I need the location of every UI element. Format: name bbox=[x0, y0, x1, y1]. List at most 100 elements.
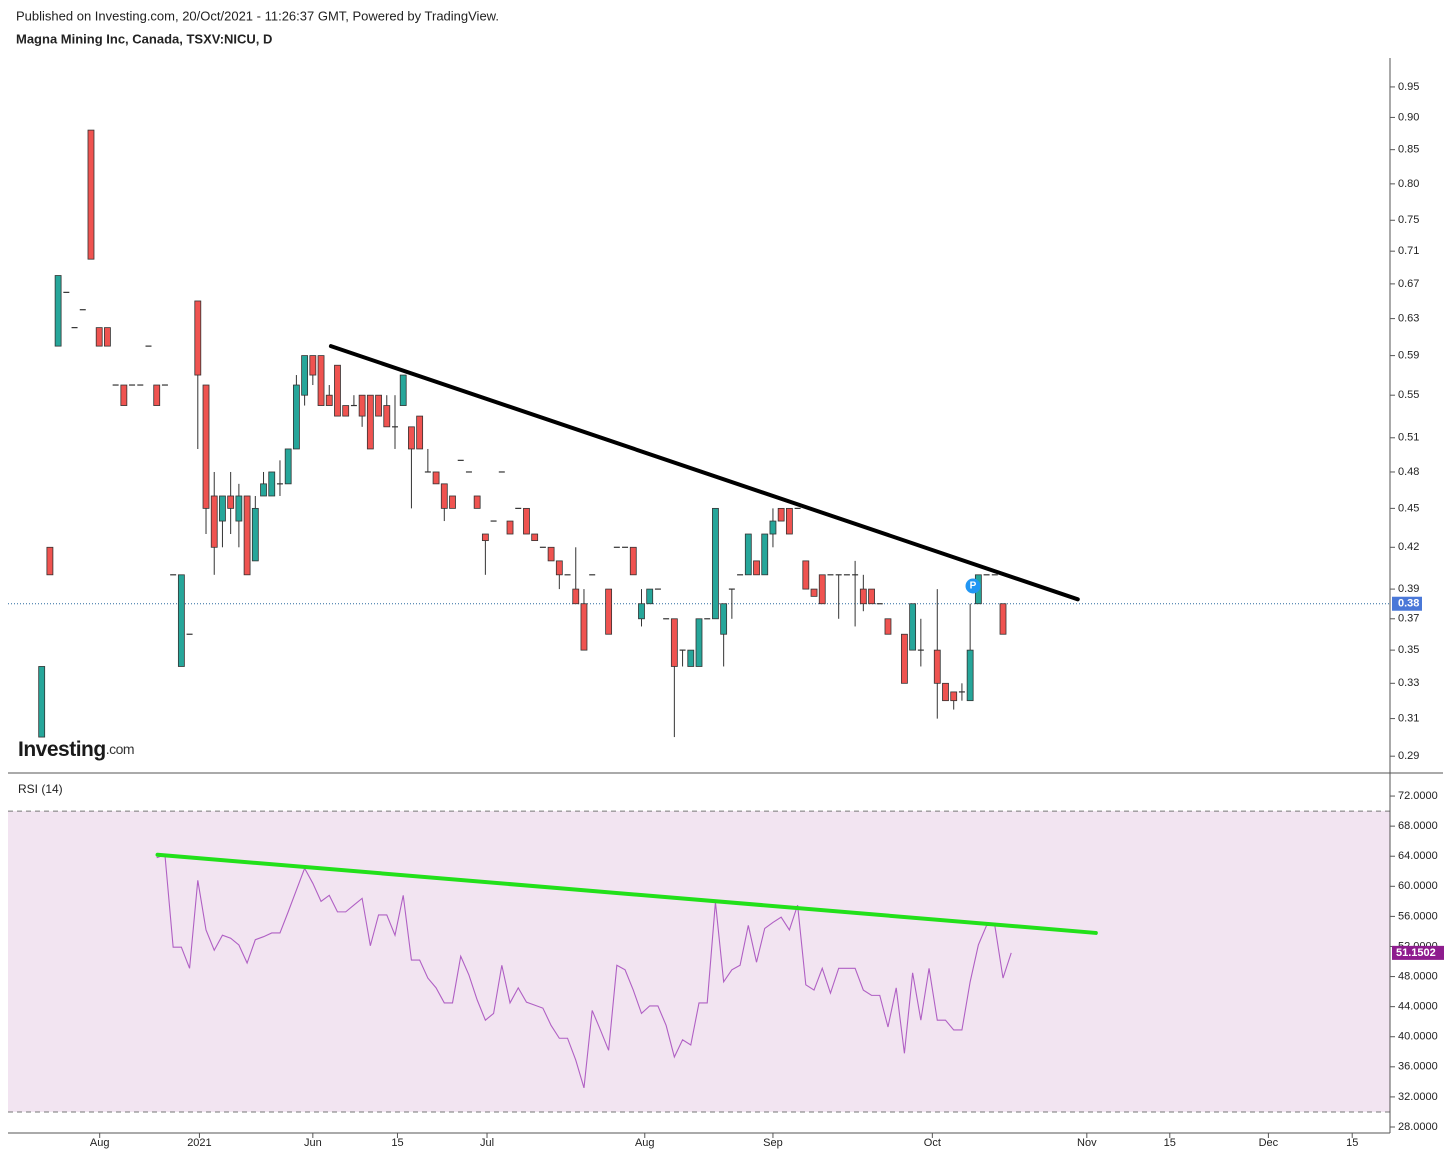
x-tick-label: 15 bbox=[391, 1137, 403, 1149]
marker-circle bbox=[965, 578, 981, 594]
candle-body bbox=[884, 618, 892, 635]
x-tick-label: Aug bbox=[90, 1137, 110, 1149]
candle-body bbox=[901, 633, 908, 684]
candle-body bbox=[695, 618, 703, 667]
y-tick-label: 0.59 bbox=[1398, 350, 1419, 362]
candle-body bbox=[235, 495, 243, 522]
candle-body bbox=[260, 483, 267, 497]
candle-body bbox=[408, 426, 415, 450]
candle-body bbox=[399, 374, 407, 406]
candle-body bbox=[358, 394, 366, 417]
candle-body bbox=[859, 588, 867, 605]
candle-body bbox=[46, 546, 54, 576]
candle-body bbox=[810, 588, 818, 597]
candle-body bbox=[753, 560, 760, 576]
y-tick-label: 48.0000 bbox=[1398, 970, 1438, 982]
logo-main: Investing bbox=[18, 738, 106, 761]
candle-body bbox=[580, 603, 588, 651]
candle-body bbox=[87, 129, 95, 260]
y-tick-label: 0.75 bbox=[1398, 214, 1419, 226]
y-tick-label: 28.0000 bbox=[1398, 1121, 1438, 1133]
candle-body bbox=[202, 384, 210, 509]
y-tick-label: 0.31 bbox=[1398, 712, 1419, 724]
y-tick-label: 0.45 bbox=[1398, 502, 1419, 514]
candle-body bbox=[942, 682, 949, 702]
candle-body bbox=[572, 588, 580, 605]
y-tick-label: 0.67 bbox=[1398, 278, 1419, 290]
y-tick-label: 72.0000 bbox=[1398, 790, 1438, 802]
candle-body bbox=[325, 394, 333, 406]
y-tick-label: 68.0000 bbox=[1398, 820, 1438, 832]
candle-body bbox=[38, 666, 46, 738]
y-tick-label: 0.33 bbox=[1398, 677, 1419, 689]
candle-body bbox=[818, 574, 826, 605]
candle-body bbox=[177, 574, 185, 667]
candle-body bbox=[999, 603, 1007, 635]
y-tick-label: 56.0000 bbox=[1398, 910, 1438, 922]
y-tick-label: 36.0000 bbox=[1398, 1061, 1438, 1073]
price-layer: 0.95 0.90 0.85 0.80 0.75 0.71 0.67 0.63 0.59 0.55… bbox=[8, 81, 1422, 762]
candle-body bbox=[120, 384, 128, 406]
y-tick-label: 0.42 bbox=[1398, 541, 1419, 553]
candle-body bbox=[243, 495, 251, 576]
position-marker: P bbox=[965, 578, 981, 594]
candle-body bbox=[481, 533, 489, 542]
candle-body bbox=[720, 603, 728, 635]
candle-body bbox=[868, 588, 875, 605]
y-tick-label: 0.80 bbox=[1398, 178, 1419, 190]
marker-label: P bbox=[970, 581, 977, 592]
candle-body bbox=[777, 507, 785, 522]
candle-body bbox=[219, 495, 226, 522]
candle-body bbox=[284, 448, 292, 485]
x-tick-label: Aug bbox=[635, 1137, 655, 1149]
candle-body bbox=[629, 546, 637, 576]
candle-body bbox=[761, 533, 769, 576]
candle-body bbox=[227, 495, 235, 509]
candle-body bbox=[375, 394, 382, 417]
candle-body bbox=[555, 560, 563, 576]
y-tick-label: 44.0000 bbox=[1398, 1001, 1438, 1013]
candle-body bbox=[712, 507, 719, 620]
x-tick-label: Jul bbox=[480, 1137, 494, 1149]
candle-body bbox=[638, 603, 645, 620]
x-tick-label: Oct bbox=[924, 1137, 941, 1149]
y-tick-label: 0.37 bbox=[1398, 613, 1419, 625]
chart-title: Magna Mining Inc, Canada, TSXV:NICU, D bbox=[16, 31, 272, 46]
candle-body bbox=[292, 384, 300, 450]
y-tick-label: 0.95 bbox=[1398, 81, 1419, 93]
y-tick-label: 32.0000 bbox=[1398, 1091, 1438, 1103]
y-tick-label: 0.39 bbox=[1398, 583, 1419, 595]
last-price-label: 0.38 bbox=[1398, 598, 1419, 610]
candle-body bbox=[54, 275, 62, 347]
candle-body bbox=[687, 649, 695, 667]
rsi-trendline bbox=[155, 852, 1098, 935]
rsi-title: RSI (14) bbox=[18, 782, 63, 796]
candle-body bbox=[251, 507, 259, 562]
candle-body bbox=[383, 405, 391, 428]
candle-body bbox=[785, 507, 793, 535]
x-tick-label: 15 bbox=[1346, 1137, 1358, 1149]
x-tick-label: Jun bbox=[304, 1137, 322, 1149]
candle-body bbox=[153, 384, 161, 406]
y-tick-label: 40.0000 bbox=[1398, 1031, 1438, 1043]
candle-body bbox=[933, 649, 941, 684]
candle-body bbox=[449, 495, 456, 509]
candle-body bbox=[506, 520, 514, 535]
candle-body bbox=[670, 618, 678, 667]
y-tick-label: 0.35 bbox=[1398, 644, 1419, 656]
y-tick-label: 0.48 bbox=[1398, 466, 1419, 478]
candle-body bbox=[646, 588, 654, 605]
candle-body bbox=[194, 300, 202, 376]
candle-body bbox=[909, 603, 917, 651]
candle-body bbox=[966, 649, 974, 702]
price-trendline bbox=[328, 344, 1080, 602]
candle-body bbox=[104, 327, 111, 347]
last-price-box bbox=[1392, 596, 1422, 611]
candle-body bbox=[268, 471, 276, 497]
rsi-value-box bbox=[1392, 945, 1444, 960]
x-tick-label: 15 bbox=[1164, 1137, 1176, 1149]
candle-body bbox=[744, 533, 752, 576]
candle-body bbox=[802, 560, 810, 590]
